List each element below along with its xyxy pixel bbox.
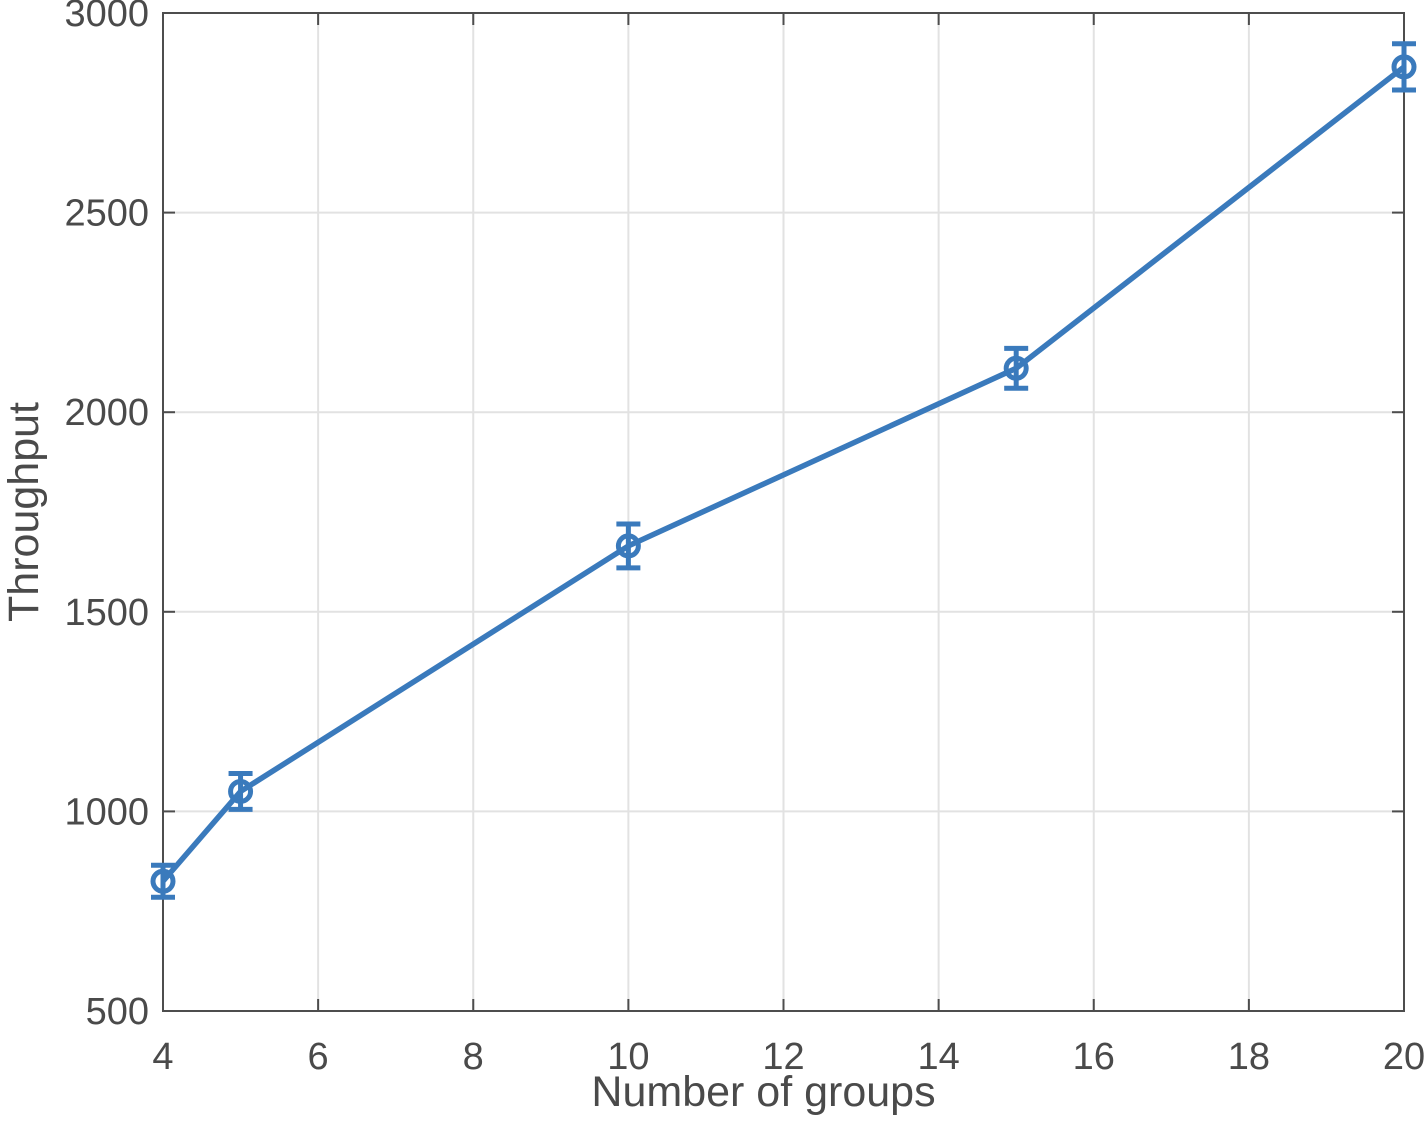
y-tick-label: 2500 — [64, 193, 149, 235]
y-axis-label: Throughput — [0, 402, 48, 622]
tick-marks — [162, 12, 1405, 1012]
x-tick-label: 4 — [152, 1036, 173, 1078]
data-point-marker — [150, 868, 176, 894]
y-tick-label: 500 — [86, 991, 149, 1033]
x-tick-label: 12 — [762, 1036, 804, 1078]
x-tick-label: 10 — [607, 1036, 649, 1078]
y-tick-label: 2000 — [64, 392, 149, 434]
data-point-marker — [1003, 355, 1029, 381]
data-point-marker — [1391, 54, 1417, 80]
y-tick-label: 3000 — [64, 0, 149, 35]
grid — [162, 12, 1405, 1012]
x-tick-label: 20 — [1383, 1036, 1425, 1078]
data-point-marker — [228, 778, 254, 804]
y-tick-label: 1000 — [64, 791, 149, 833]
y-tick-label: 1500 — [64, 592, 149, 634]
series-throughput — [150, 41, 1417, 900]
x-axis-label: Number of groups — [591, 1068, 935, 1116]
x-tick-label: 18 — [1228, 1036, 1270, 1078]
data-point-marker — [615, 533, 641, 559]
x-tick-label: 14 — [917, 1036, 959, 1078]
series-line — [160, 64, 1406, 884]
x-tick-label: 6 — [308, 1036, 329, 1078]
x-tick-label: 8 — [463, 1036, 484, 1078]
x-tick-label: 16 — [1073, 1036, 1115, 1078]
